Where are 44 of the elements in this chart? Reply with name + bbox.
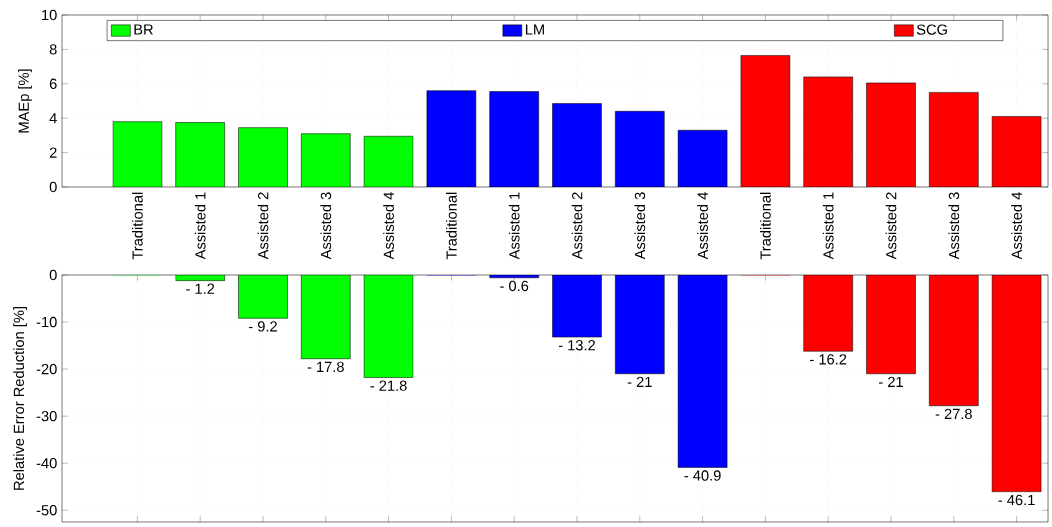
y-tick-label: 6 (49, 78, 57, 89)
data-label: - 21 (879, 376, 903, 387)
x-tick-label: Assisted 3 (320, 192, 332, 260)
data-label: - 17.8 (307, 361, 344, 373)
data-label: - 27.8 (935, 408, 972, 420)
x-tick-label: Assisted 3 (948, 192, 960, 260)
data-label: - 21 (627, 376, 652, 387)
x-tick-label: Traditional (131, 192, 143, 260)
legend-label: SCG (916, 24, 947, 35)
y-tick-label: -40 (36, 458, 57, 469)
y-tick-label: -10 (36, 316, 57, 328)
data-label: - 46.1 (998, 494, 1035, 506)
data-label: - 21.8 (370, 380, 407, 391)
x-tick-label: Assisted 4 (697, 192, 708, 260)
data-label: - 9.2 (248, 321, 277, 332)
data-label: - 16.2 (810, 354, 847, 365)
y-tick-label: -20 (36, 363, 57, 375)
x-tick-label: Assisted 1 (194, 192, 206, 260)
x-tick-label: Assisted 4 (1011, 192, 1022, 260)
y-tick-label: -50 (36, 505, 57, 516)
data-label: - 40.9 (684, 470, 721, 481)
legend-label: LM (525, 24, 544, 35)
x-tick-label: Assisted 2 (885, 192, 897, 260)
y-axis-title: Relative Error Reduction [%] (13, 307, 27, 490)
data-label: - 0.6 (500, 280, 529, 292)
data-label: - 13.2 (558, 340, 595, 351)
y-tick-label: 4 (49, 113, 57, 124)
y-tick-label: 2 (49, 147, 57, 158)
y-tick-label: 10 (42, 9, 57, 21)
y-axis-title: MAEp [%] (18, 69, 32, 133)
x-tick-label: Assisted 3 (634, 192, 646, 260)
legend-label: BR (134, 24, 153, 35)
y-tick-label: 8 (49, 44, 57, 55)
x-tick-label: Assisted 1 (508, 192, 520, 260)
x-tick-label: Assisted 2 (257, 192, 269, 260)
data-label: - 1.2 (186, 283, 215, 294)
x-tick-label: Traditional (446, 192, 457, 260)
y-tick-label: 0 (49, 181, 57, 193)
x-tick-label: Assisted 1 (822, 192, 834, 260)
x-tick-label: Traditional (760, 192, 771, 260)
x-tick-label: Assisted 2 (571, 192, 583, 260)
y-tick-label: -30 (36, 410, 57, 422)
x-tick-label: Assisted 4 (383, 192, 394, 260)
y-tick-label: 0 (49, 269, 57, 281)
